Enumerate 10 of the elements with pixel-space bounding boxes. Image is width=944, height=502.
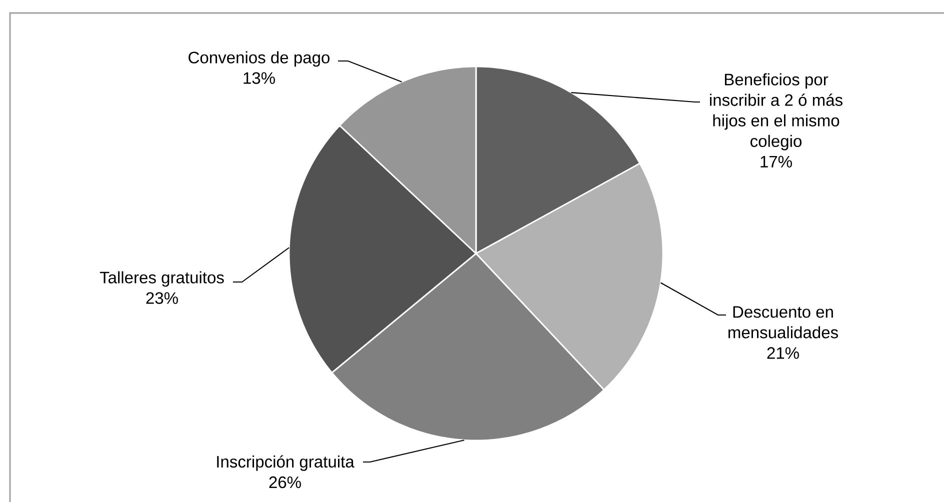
data-label: 23% (146, 292, 178, 304)
slice-label: Talleres gratuitos (100, 271, 224, 287)
data-label: 21% (767, 347, 799, 359)
data-label: 17% (760, 156, 792, 168)
slice-label: Inscripción gratuita (217, 455, 354, 471)
slice-label: Beneficios por inscribir a 2 ó más hijos en el mismo colegio (710, 73, 842, 150)
slice-label: Descuento en mensualidades (728, 306, 838, 338)
data-label: 26% (269, 476, 301, 488)
data-label: 13% (244, 72, 275, 84)
slice-label: Convenios de pago (188, 51, 330, 67)
